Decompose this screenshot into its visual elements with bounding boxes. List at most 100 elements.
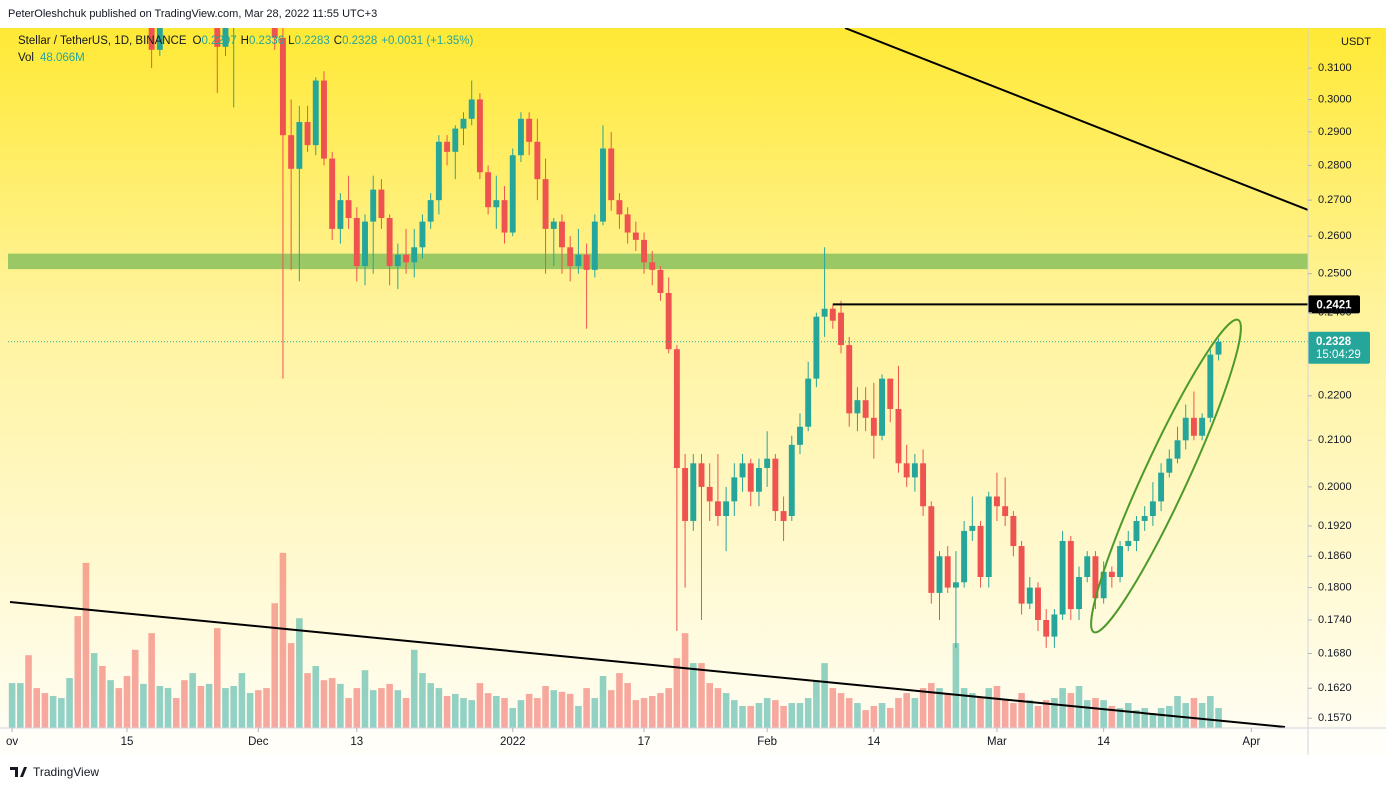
legend-header: Stellar / TetherUS, 1D, BINANCE O0.2297 H0… [18,35,473,47]
volume-bar [804,698,812,728]
volume-bar [1215,708,1222,728]
candle-body [419,221,426,248]
y-tick-label: 0.2700 [1318,194,1352,206]
candle-body [329,158,336,229]
volume-bar [337,683,344,728]
volume-bar [993,685,1001,728]
volume-bar [230,685,237,728]
volume-bar [1059,688,1066,728]
volume-bar [90,653,98,728]
volume-bar [378,688,385,728]
volume-bar [427,683,434,728]
y-tick-label: 0.3000 [1318,93,1352,105]
volume-bar [304,673,311,728]
candle-body [805,378,812,427]
symbol-title: Stellar / TetherUS, 1D, BINANCE [18,35,187,47]
volume-bar [410,649,418,728]
volume-bar [837,693,845,728]
candle-body [632,232,639,240]
volume-bar [443,695,451,728]
level-label-box [1308,295,1360,314]
candle-body [501,200,508,233]
candle-body [1084,556,1091,578]
volume-bar [1034,705,1042,728]
volume-bar [17,683,24,728]
volume-bar [25,655,32,728]
candle-body [608,148,615,201]
volume-bar [197,685,205,728]
candle-body [665,292,672,350]
candle-body [1076,577,1082,610]
candle-body [452,128,459,152]
volume-bar [813,680,820,728]
volume-bar [1001,700,1009,728]
volume-bar [673,658,681,728]
volume-bar [599,676,607,728]
volume-bar [1133,710,1140,728]
volume-bar [164,688,172,728]
x-tick-label: Dec [248,736,269,748]
volume-bar [493,695,500,728]
volume-bar [607,690,615,728]
candle-body [156,28,163,50]
volume-bar [246,693,254,728]
volume-bar [1207,695,1214,728]
candle-body [444,141,451,152]
volume-bar [525,693,533,728]
volume-bar [361,670,369,728]
trendline [9,601,1286,728]
candle-body [714,501,721,517]
volume-bar [829,688,837,728]
volume-bar [706,683,713,728]
candle-body [1100,571,1107,599]
volume-bar [566,693,574,728]
volume-bar [731,700,738,728]
y-tick-label: 0.2600 [1318,230,1352,242]
candle-body [977,525,984,578]
candle-body [829,308,836,321]
x-tick-label: ov [6,736,18,748]
legend-value: 0.2336 [249,35,284,47]
candle-body [887,378,894,409]
y-tick-label: 0.1800 [1318,581,1352,593]
volume-bar [279,552,287,728]
candle-body [403,254,409,263]
candle-body [895,408,902,464]
volume-bar [501,698,508,728]
volume-bar [386,683,393,728]
volume-bar [878,703,886,728]
volume-bar [591,698,599,728]
candle-body [706,486,713,502]
volume-bar [722,693,730,728]
volume-bar [772,700,779,728]
candle-body [944,556,951,588]
candle-body [969,525,976,531]
volume-bar [517,700,525,728]
candle-body [231,20,237,26]
candle-body [690,463,697,521]
candle-body [386,218,393,267]
volume-bar [616,673,623,728]
volume-bar [550,690,558,728]
volume-bar [960,688,968,728]
volume-bar [213,628,221,728]
candle-body [682,467,689,521]
volume-bar [369,690,377,728]
volume-bar [919,688,927,728]
candle-body [747,463,754,492]
volume-bar [181,680,188,728]
volume-bar [911,698,919,728]
volume-bar [1124,703,1132,728]
candle-body [1125,540,1132,547]
volume-bar [435,688,443,728]
volume-bar [575,705,582,728]
candle-body [378,189,385,219]
candle-body [493,200,500,208]
candle-body [1010,516,1017,547]
volume-bar [509,708,517,728]
candle-body [846,345,853,414]
candle-body [1174,440,1181,459]
legend-value: 0.2297 [201,35,236,47]
volume-bar [1092,698,1099,728]
volume-bar [66,678,73,728]
